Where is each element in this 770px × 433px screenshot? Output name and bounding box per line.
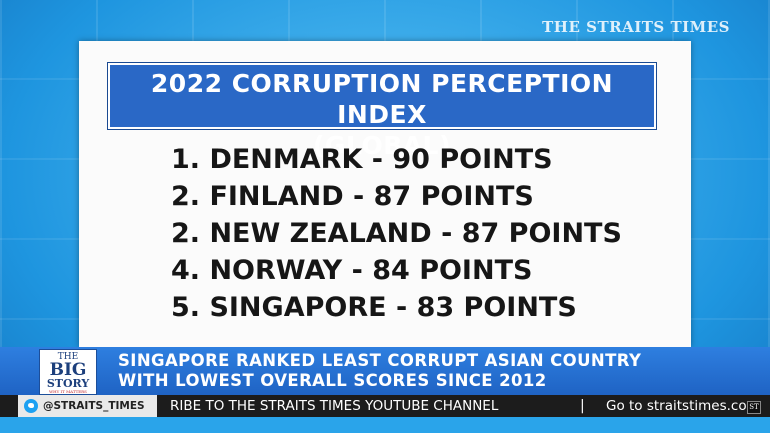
twitter-handle-box[interactable]: @STRAITS_TIMES (18, 395, 157, 417)
lower-third-banner (0, 347, 770, 395)
ticker-bar (0, 395, 770, 417)
ticker-separator: | (580, 398, 585, 414)
twitter-icon (24, 399, 38, 413)
board-title: 2022 CORRUPTION PERCEPTION INDEX (GLOBAL… (107, 62, 657, 160)
board-title-line1: 2022 CORRUPTION PERCEPTION INDEX (150, 69, 614, 129)
headline-line2: WITH LOWEST OVERALL SCORES SINCE 2012 (118, 371, 547, 390)
logo-tagline: WHY IT MATTERS (49, 389, 87, 394)
twitter-handle: @STRAITS_TIMES (43, 400, 145, 412)
ranking-item: 5. SINGAPORE - 83 POINTS (171, 292, 577, 323)
ranking-list: 1. DENMARK - 90 POINTS 2. FINLAND - 87 P… (171, 141, 622, 326)
ranking-item: 1. DENMARK - 90 POINTS (171, 144, 553, 175)
ranking-item: 2. FINLAND - 87 POINTS (171, 181, 534, 212)
logo-line1: THE (57, 352, 79, 362)
st-badge-icon: ST (747, 401, 761, 414)
ticker-scroll-text: RIBE TO THE STRAITS TIMES YOUTUBE CHANNE… (170, 398, 499, 414)
website-link[interactable]: Go to straitstimes.com (606, 398, 760, 414)
ranking-item: 2. NEW ZEALAND - 87 POINTS (171, 218, 622, 249)
big-story-logo: THE BIG STORY WHY IT MATTERS (39, 349, 97, 395)
headline: SINGAPORE RANKED LEAST CORRUPT ASIAN COU… (118, 351, 641, 391)
logo-line3: STORY (46, 377, 90, 390)
logo-line2: BIG (49, 360, 87, 380)
headline-line1: SINGAPORE RANKED LEAST CORRUPT ASIAN COU… (118, 351, 642, 370)
info-board: 2022 CORRUPTION PERCEPTION INDEX (GLOBAL… (79, 41, 691, 347)
board-title-line2: (GLOBAL) (313, 131, 451, 160)
ranking-item: 4. NORWAY - 84 POINTS (171, 255, 533, 286)
straits-times-watermark: THE STRAITS TIMES (542, 18, 730, 36)
bottom-strip (0, 417, 770, 433)
